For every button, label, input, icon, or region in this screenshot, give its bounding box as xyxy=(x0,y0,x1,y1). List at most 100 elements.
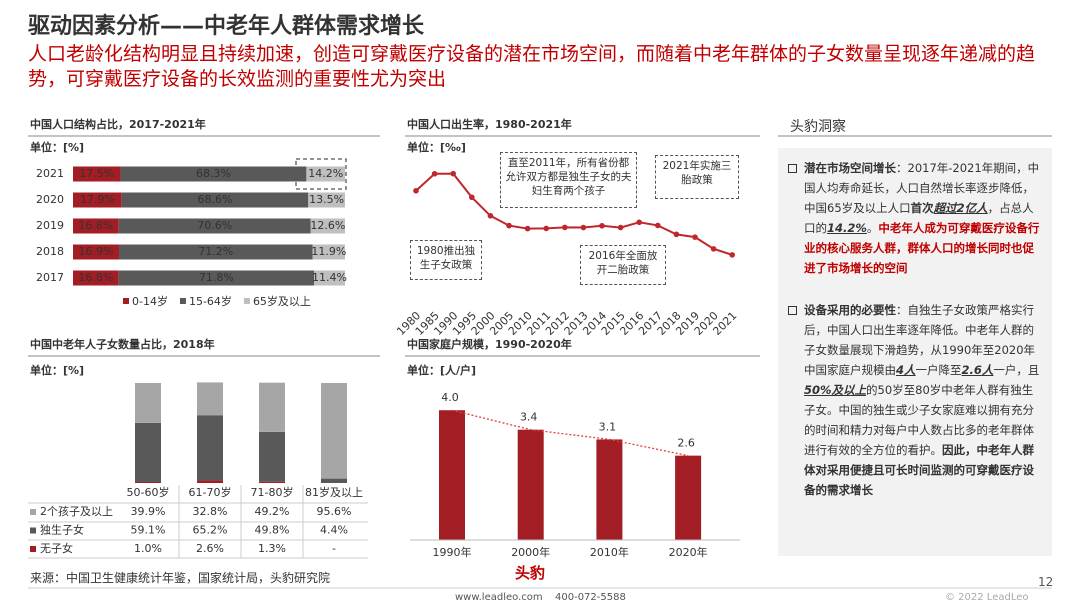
table-cell: 32.8% xyxy=(193,505,228,518)
data-label: 16.8% xyxy=(78,219,113,232)
point xyxy=(543,225,549,232)
table-cell: - xyxy=(332,542,336,555)
data-label: 71.8% xyxy=(199,271,234,284)
point xyxy=(524,225,531,232)
page-number: 12 xyxy=(1038,575,1054,589)
annotation: 1980推出独生子女政策 xyxy=(410,240,482,280)
bar-segment xyxy=(259,382,285,432)
insight-text: 一户，且 xyxy=(993,363,1040,377)
legend-label: 独生子女 xyxy=(40,523,84,537)
unit: 单位：[%] xyxy=(30,363,84,377)
legend-label: 0-14岁 xyxy=(132,294,168,308)
point xyxy=(431,170,438,177)
insight-text: 设备采用的必要性 xyxy=(804,303,896,317)
data-label: 70.6% xyxy=(197,219,232,232)
data-label: 11.9% xyxy=(311,245,346,258)
annotation: 直至2011年，所有省份都允许双方都是独生子女的夫妇生育两个孩子 xyxy=(500,152,637,208)
table-cell: 59.1% xyxy=(131,524,166,537)
data-label: 13.5% xyxy=(309,193,344,206)
point xyxy=(692,234,698,240)
chart-title: 中国中老年人子女数量占比，2018年 xyxy=(30,337,215,351)
x-tick-label: 2020年 xyxy=(669,545,708,559)
legend-label: 无子女 xyxy=(40,541,73,555)
data-label: 16.9% xyxy=(79,245,114,258)
x-tick-label: 71-80岁 xyxy=(251,485,294,499)
annotation: 2021年实施三胎政策 xyxy=(655,155,739,199)
point xyxy=(580,224,587,231)
insight-text: 超过2亿人 xyxy=(933,201,988,215)
insight-item: 设备采用的必要性：自独生子女政策严格实行后，中国人口出生率逐年降低。中老年人群的… xyxy=(786,300,1042,500)
bullet-box xyxy=(788,164,797,173)
table-cell: 49.2% xyxy=(255,505,290,518)
x-tick-label: 2010年 xyxy=(590,545,629,559)
logo: 头豹 xyxy=(515,564,546,582)
legend-label: 2个孩子及以上 xyxy=(40,505,113,518)
y-tick-label: 2021 xyxy=(36,167,64,180)
table-cell: 49.8% xyxy=(255,524,290,537)
point xyxy=(469,194,475,201)
point xyxy=(413,187,419,194)
x-tick-label: 50-60岁 xyxy=(127,485,170,499)
bar-segment xyxy=(73,192,122,208)
bar-segment xyxy=(321,383,347,479)
data-label: 3.4 xyxy=(520,411,538,424)
point xyxy=(673,231,680,238)
insight-text: ：自独生子女政策严格实行后，中国人口出生率逐年降低。中老年人群的子女数量展现下滑… xyxy=(804,303,1036,377)
x-tick-label: 61-70岁 xyxy=(189,485,232,499)
point xyxy=(450,170,457,177)
bar-segment xyxy=(310,218,345,234)
point xyxy=(636,219,642,226)
bar-segment xyxy=(259,481,285,483)
legend-swatch xyxy=(243,298,250,304)
x-tick-label: 81岁及以上 xyxy=(305,485,363,499)
bar xyxy=(596,439,623,540)
unit: 单位：[%] xyxy=(30,140,84,154)
bar-segment xyxy=(308,192,345,208)
annotation: 2016年全面放开二胎政策 xyxy=(580,245,666,285)
insight-text: 50%及以上 xyxy=(804,383,867,397)
bullet-box xyxy=(788,306,797,315)
y-tick-label: 2018 xyxy=(36,245,64,258)
bar-segment xyxy=(259,431,285,482)
data-label: 2.6 xyxy=(677,437,695,450)
data-label: 14.2% xyxy=(308,167,343,180)
legend-swatch xyxy=(30,546,36,552)
insight-item: 潜在市场空间增长：2017年-2021年期间，中国人均寿命延长，人口自然增长率逐… xyxy=(786,158,1042,278)
table-cell: 4.4% xyxy=(320,524,348,537)
point xyxy=(710,246,717,252)
data-label: 68.6% xyxy=(198,193,233,206)
legend-swatch xyxy=(30,509,36,515)
bar xyxy=(439,410,465,540)
chart-title: 中国家庭户规模，1990-2020年 xyxy=(407,337,572,351)
x-tick-label: 2000年 xyxy=(511,545,550,559)
table-cell: 1.0% xyxy=(134,542,162,555)
x-tick-label: 1990年 xyxy=(433,545,472,559)
data-label: 11.4% xyxy=(312,271,347,284)
table-cell: 65.2% xyxy=(193,524,228,537)
bar-segment xyxy=(313,270,345,286)
bar-segment xyxy=(118,244,313,260)
table-cell: 95.6% xyxy=(317,505,352,518)
trend-line xyxy=(451,409,689,457)
legend-label: 15-64岁 xyxy=(189,294,232,308)
title: 驱动因素分析——中老年人群体需求增长 xyxy=(28,14,425,39)
insight-text: 首次 xyxy=(910,201,934,215)
point xyxy=(655,222,661,229)
y-tick-label: 2019 xyxy=(36,219,64,232)
insights-title: 头豹洞察 xyxy=(790,119,846,135)
insight-text: 2.6人 xyxy=(961,363,994,377)
insight-text: 。 xyxy=(866,221,879,235)
chart-title: 中国人口出生率，1980-2021年 xyxy=(407,117,572,131)
insight-text: ，占总人口的 xyxy=(804,201,1034,235)
bar-segment xyxy=(312,244,345,260)
y-tick-label: 2020 xyxy=(36,193,64,206)
bar-segment xyxy=(73,270,119,286)
y-tick-label: 2017 xyxy=(36,271,64,284)
website: www.leadleo.com xyxy=(455,592,543,603)
bar-segment xyxy=(135,383,161,423)
insight-text: 4人 xyxy=(896,363,916,377)
unit: 单位：[人/户] xyxy=(407,363,476,377)
bar-segment xyxy=(73,244,119,260)
bar-segment xyxy=(321,478,347,483)
